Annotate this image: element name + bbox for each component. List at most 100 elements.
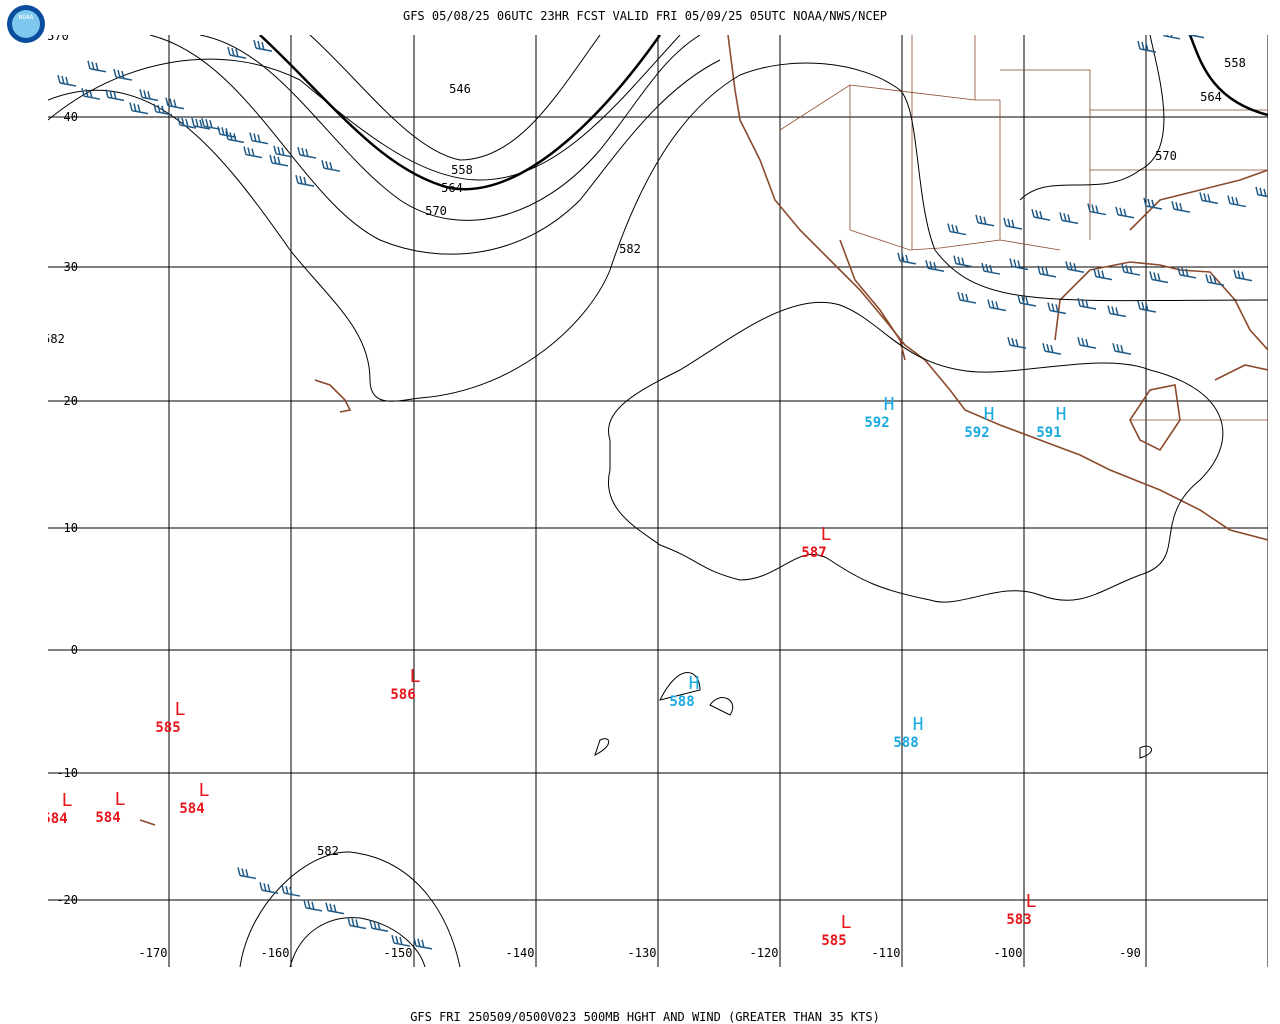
contour-label: 546 (449, 82, 471, 96)
center-letter: L (410, 666, 421, 687)
wind-barb (1009, 258, 1029, 271)
center-letter: H (884, 394, 895, 415)
longitude-label: -100 (994, 946, 1023, 960)
wind-barb (1234, 12, 1252, 23)
center-letter: L (821, 524, 832, 545)
contour-label: 570 (425, 204, 447, 218)
wind-barb (1007, 336, 1027, 349)
wind-barb (306, 14, 324, 25)
wind-barb (1233, 269, 1253, 282)
wind-barb (1205, 274, 1225, 286)
wind-barb (165, 97, 185, 110)
center-letter: H (984, 404, 995, 425)
center-value: 592 (864, 415, 889, 431)
wind-barb (953, 255, 973, 268)
wind-barb (281, 884, 301, 897)
center-value: 592 (964, 425, 989, 441)
wind-barb (243, 146, 263, 159)
longitude-label: -150 (384, 946, 413, 960)
wind-barb (925, 260, 945, 272)
wind-barb (1107, 305, 1127, 318)
center-value: 588 (669, 694, 694, 710)
wind-barb (391, 934, 411, 947)
wind-barb (1115, 206, 1135, 219)
center-letter: L (841, 912, 852, 933)
center-letter: L (115, 789, 126, 810)
wind-barb (987, 299, 1007, 312)
wind-barb (1059, 212, 1079, 225)
wind-barb (81, 88, 101, 100)
wind-barb (227, 46, 247, 59)
wind-barb (1077, 297, 1097, 310)
logo-text: NOAA (19, 14, 34, 21)
latitude-label: 10 (64, 521, 78, 535)
wind-barb (1031, 208, 1051, 221)
wind-barb (1227, 195, 1247, 208)
wind-barb (1210, 13, 1228, 24)
wind-barb (1112, 342, 1132, 355)
wind-barb (303, 899, 323, 912)
center-letter: H (1056, 404, 1067, 425)
wind-barb (1042, 342, 1062, 355)
center-value: 584 (95, 810, 120, 826)
contour-label: 558 (451, 163, 473, 177)
wind-barb (1077, 336, 1097, 349)
wind-barb (897, 252, 917, 265)
contour-label: 564 (1200, 90, 1222, 104)
title: GFS 05/08/25 06UTC 23HR FCST VALID FRI 0… (403, 9, 887, 23)
wind-barb (413, 937, 433, 950)
wind-barb (1037, 265, 1057, 278)
longitude-label: -110 (872, 946, 901, 960)
center-value: 585 (821, 933, 846, 949)
wind-barb (325, 902, 345, 915)
wind-barb (1163, 35, 1181, 40)
wind-barbs (57, 0, 1276, 950)
wind-barb (129, 102, 149, 115)
center-value: 584 (42, 811, 67, 827)
wind-barb (1047, 302, 1067, 315)
wind-barb (191, 117, 211, 130)
wind-barb (153, 103, 173, 116)
wind-barb (1258, 0, 1276, 10)
latitude-label: 0 (71, 643, 78, 657)
longitude-label: -130 (628, 946, 657, 960)
wind-barb (259, 882, 279, 894)
logo: NOAA (7, 5, 45, 43)
wind-barb (87, 60, 107, 73)
wind-barb (139, 89, 159, 102)
longitude-label: -90 (1119, 946, 1141, 960)
wind-barb (201, 118, 221, 130)
wind-barb (1121, 263, 1141, 276)
latitude-label: 40 (64, 110, 78, 124)
center-value: 586 (390, 687, 415, 703)
wind-barb (113, 68, 133, 81)
wind-barb (217, 126, 237, 139)
center-value: 588 (893, 735, 918, 751)
wind-barb (297, 146, 317, 159)
contour-label: 570 (1155, 149, 1177, 163)
wind-barb (975, 214, 995, 227)
wind-barb (1171, 200, 1191, 213)
wind-barb (1065, 261, 1085, 273)
wind-barb (57, 74, 77, 87)
axis-labels: -170 -160 -150 -140 -130 -120 -110 -100 -9040302… (56, 110, 1141, 960)
center-value: 583 (1006, 912, 1031, 928)
wind-barb (957, 291, 977, 304)
wind-barb (347, 917, 367, 930)
wind-barb (1143, 197, 1163, 210)
wind-barb (105, 89, 125, 102)
latitude-label: 20 (64, 394, 78, 408)
wind-barb (1187, 35, 1205, 39)
center-letter: H (913, 714, 924, 735)
longitude-label: -140 (506, 946, 535, 960)
wind-barb (295, 174, 315, 187)
latitude-label: -20 (56, 893, 78, 907)
center-value: 584 (179, 801, 204, 817)
contour-label: 570 (47, 29, 69, 43)
contour-label: 582 (43, 332, 65, 346)
contours (48, 35, 1268, 967)
wind-barb (1017, 294, 1037, 307)
wind-barb (1087, 203, 1107, 216)
